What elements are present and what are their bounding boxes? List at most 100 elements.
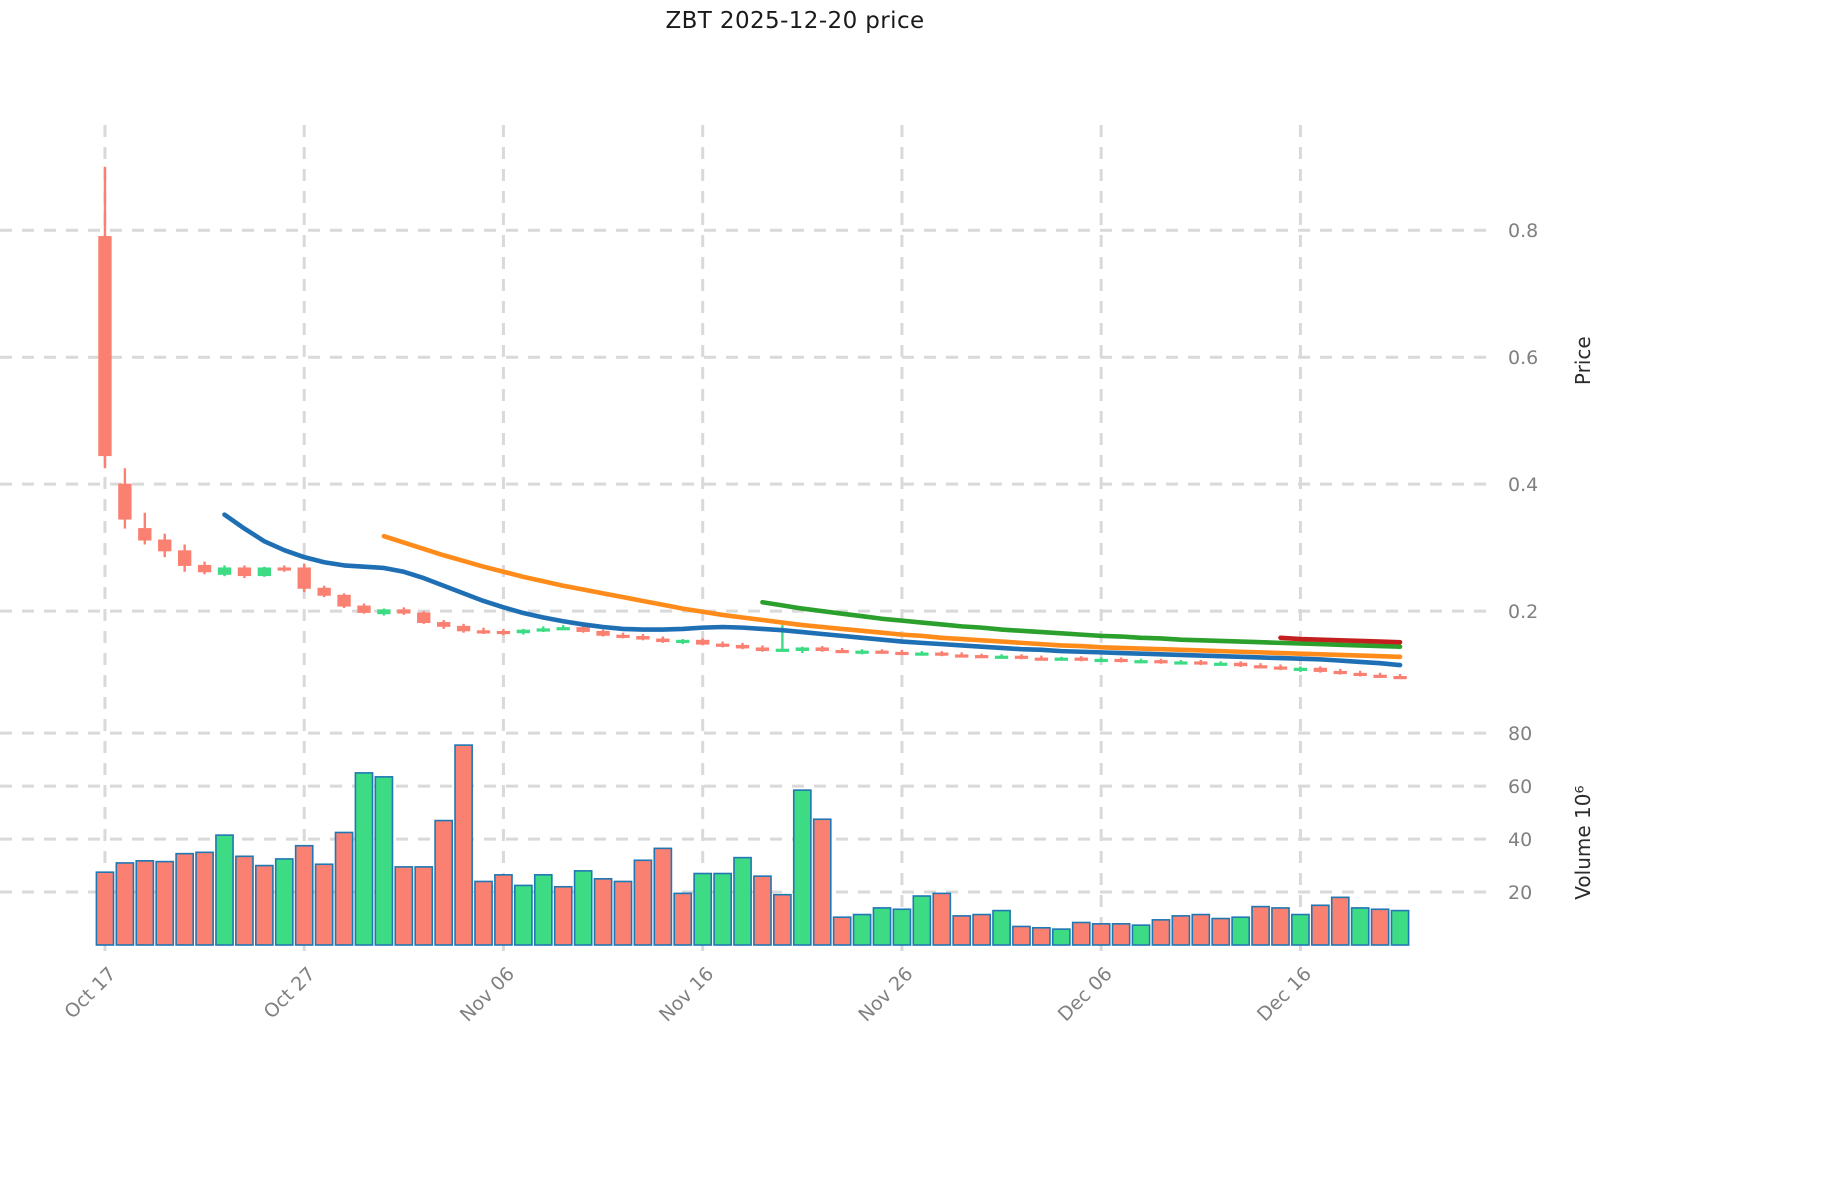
volume-bar: [1211, 917, 1231, 946]
candle-body: [257, 567, 272, 577]
candle-body: [576, 627, 590, 632]
volume-bar: [713, 872, 732, 946]
candle-body: [755, 647, 770, 651]
candle-body: [158, 539, 172, 552]
candle-body: [835, 649, 849, 654]
candle-body: [1074, 657, 1088, 661]
volume-axis-ticks: 80 60 40 20: [1508, 723, 1532, 904]
candle-body: [1393, 676, 1407, 680]
candle-body: [476, 630, 491, 634]
volume-bar: [792, 789, 812, 946]
volume-bar: [95, 871, 115, 946]
volume-bar: [254, 864, 274, 946]
candle-body: [397, 609, 411, 614]
candle-body: [1353, 672, 1367, 677]
volume-bar: [992, 909, 1011, 946]
volume-bar: [1091, 923, 1111, 946]
candle-body: [1233, 662, 1248, 667]
candle-body: [436, 622, 451, 627]
volume-bar: [852, 913, 872, 946]
candle-body: [357, 605, 371, 613]
volume-bar: [1012, 925, 1031, 946]
volume-bar: [633, 859, 653, 946]
candle-body: [775, 648, 790, 652]
candle-body: [676, 639, 690, 644]
candle-body: [118, 483, 132, 520]
ma-line-ma-long: [760, 599, 1403, 649]
volume-bar: [195, 851, 214, 946]
volume-bar: [274, 858, 294, 946]
candle-body: [935, 652, 949, 656]
volume-bar: [952, 915, 972, 946]
candle-body: [1253, 665, 1268, 669]
volume-bar: [553, 885, 573, 946]
candlesticks: [98, 166, 1407, 680]
price-tick-label: 0.8: [1508, 220, 1538, 242]
candle-body: [1194, 661, 1208, 665]
candle-body: [895, 651, 909, 656]
volume-bar: [454, 744, 473, 946]
candle-body: [98, 236, 112, 457]
date-tick-label: Nov 06: [456, 963, 519, 1026]
candle-body: [237, 567, 252, 577]
ma-line-ma-extra-long: [1278, 635, 1403, 645]
candle-body: [1273, 666, 1288, 670]
candle-body: [974, 655, 989, 659]
candle-body: [317, 587, 331, 596]
volume-bar: [1171, 915, 1191, 946]
candle-body: [735, 644, 750, 649]
candle-body: [377, 609, 391, 615]
volume-bar: [1271, 907, 1290, 946]
candle-body: [1034, 657, 1049, 661]
ma-line-ma-short: [222, 512, 1403, 668]
candle-body: [955, 654, 969, 658]
volume-bar: [354, 772, 374, 946]
candle-body: [855, 650, 869, 654]
candle-body: [636, 636, 650, 640]
volume-tick-label: 20: [1508, 882, 1532, 904]
volume-bar: [235, 855, 254, 946]
moving-average-lines: [222, 512, 1403, 668]
volume-bar: [1370, 908, 1390, 946]
volume-bar: [912, 895, 932, 946]
volume-bar: [1032, 926, 1051, 946]
candle-body: [1134, 660, 1148, 664]
candle-body: [138, 528, 152, 541]
candle-body: [417, 612, 431, 624]
volume-bar: [115, 862, 135, 946]
axis-titles: Price Volume 10⁶: [1571, 336, 1595, 899]
volume-bar: [1111, 923, 1131, 946]
volume-bar: [334, 831, 354, 946]
volume-bar: [175, 852, 195, 946]
volume-tick-label: 40: [1508, 829, 1532, 851]
volume-tick-label: 60: [1508, 776, 1532, 798]
candle-body: [596, 630, 610, 636]
date-tick-label: Oct 27: [260, 963, 320, 1023]
chart-title: ZBT 2025-12-20 price: [665, 8, 925, 34]
volume-bar: [514, 884, 533, 946]
candle-body: [795, 647, 809, 651]
volume-bar: [135, 860, 155, 946]
candle-body: [696, 639, 710, 645]
volume-bar: [773, 893, 792, 946]
volume-bar: [932, 892, 952, 946]
volume-bar: [434, 819, 454, 946]
candle-body: [1313, 667, 1328, 672]
candle-body: [715, 643, 730, 647]
volume-bar: [812, 818, 832, 946]
candle-body: [1333, 670, 1347, 675]
volume-bar: [1131, 924, 1151, 946]
price-tick-label: 0.6: [1508, 347, 1538, 369]
candle-body: [875, 650, 889, 654]
volume-bars: [95, 744, 1410, 946]
volume-bar: [474, 880, 493, 946]
volume-bar: [414, 866, 434, 946]
date-tick-label: Dec 06: [1054, 963, 1117, 1026]
price-axis-ticks: 0.8 0.6 0.4 0.2: [1508, 220, 1538, 623]
candle-body: [456, 625, 471, 632]
volume-bar: [753, 875, 772, 946]
price-axis-title: Price: [1571, 336, 1595, 385]
volume-bar: [1231, 916, 1251, 946]
candle-body: [197, 564, 212, 573]
candle-body: [1373, 674, 1387, 678]
